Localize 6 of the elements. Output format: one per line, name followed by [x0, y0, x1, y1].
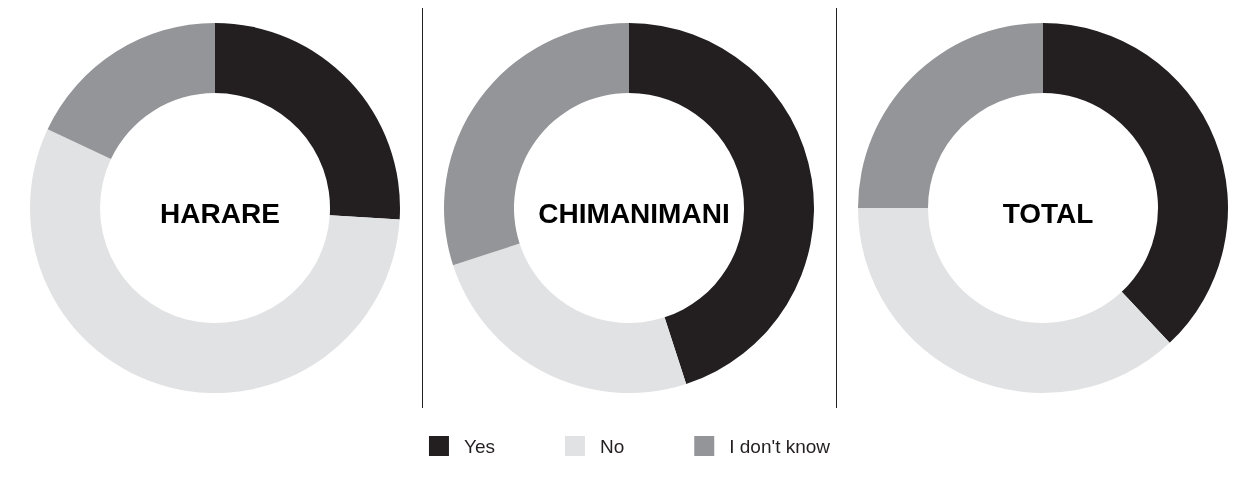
slice-label: HARARE [160, 197, 280, 229]
legend-label: I don't know [729, 435, 831, 457]
legend-label: Yes [463, 435, 495, 457]
slice-label: CHIMANIMANI [538, 197, 730, 229]
slice-label: TOTAL [1002, 197, 1094, 229]
legend-label: No [599, 435, 625, 457]
